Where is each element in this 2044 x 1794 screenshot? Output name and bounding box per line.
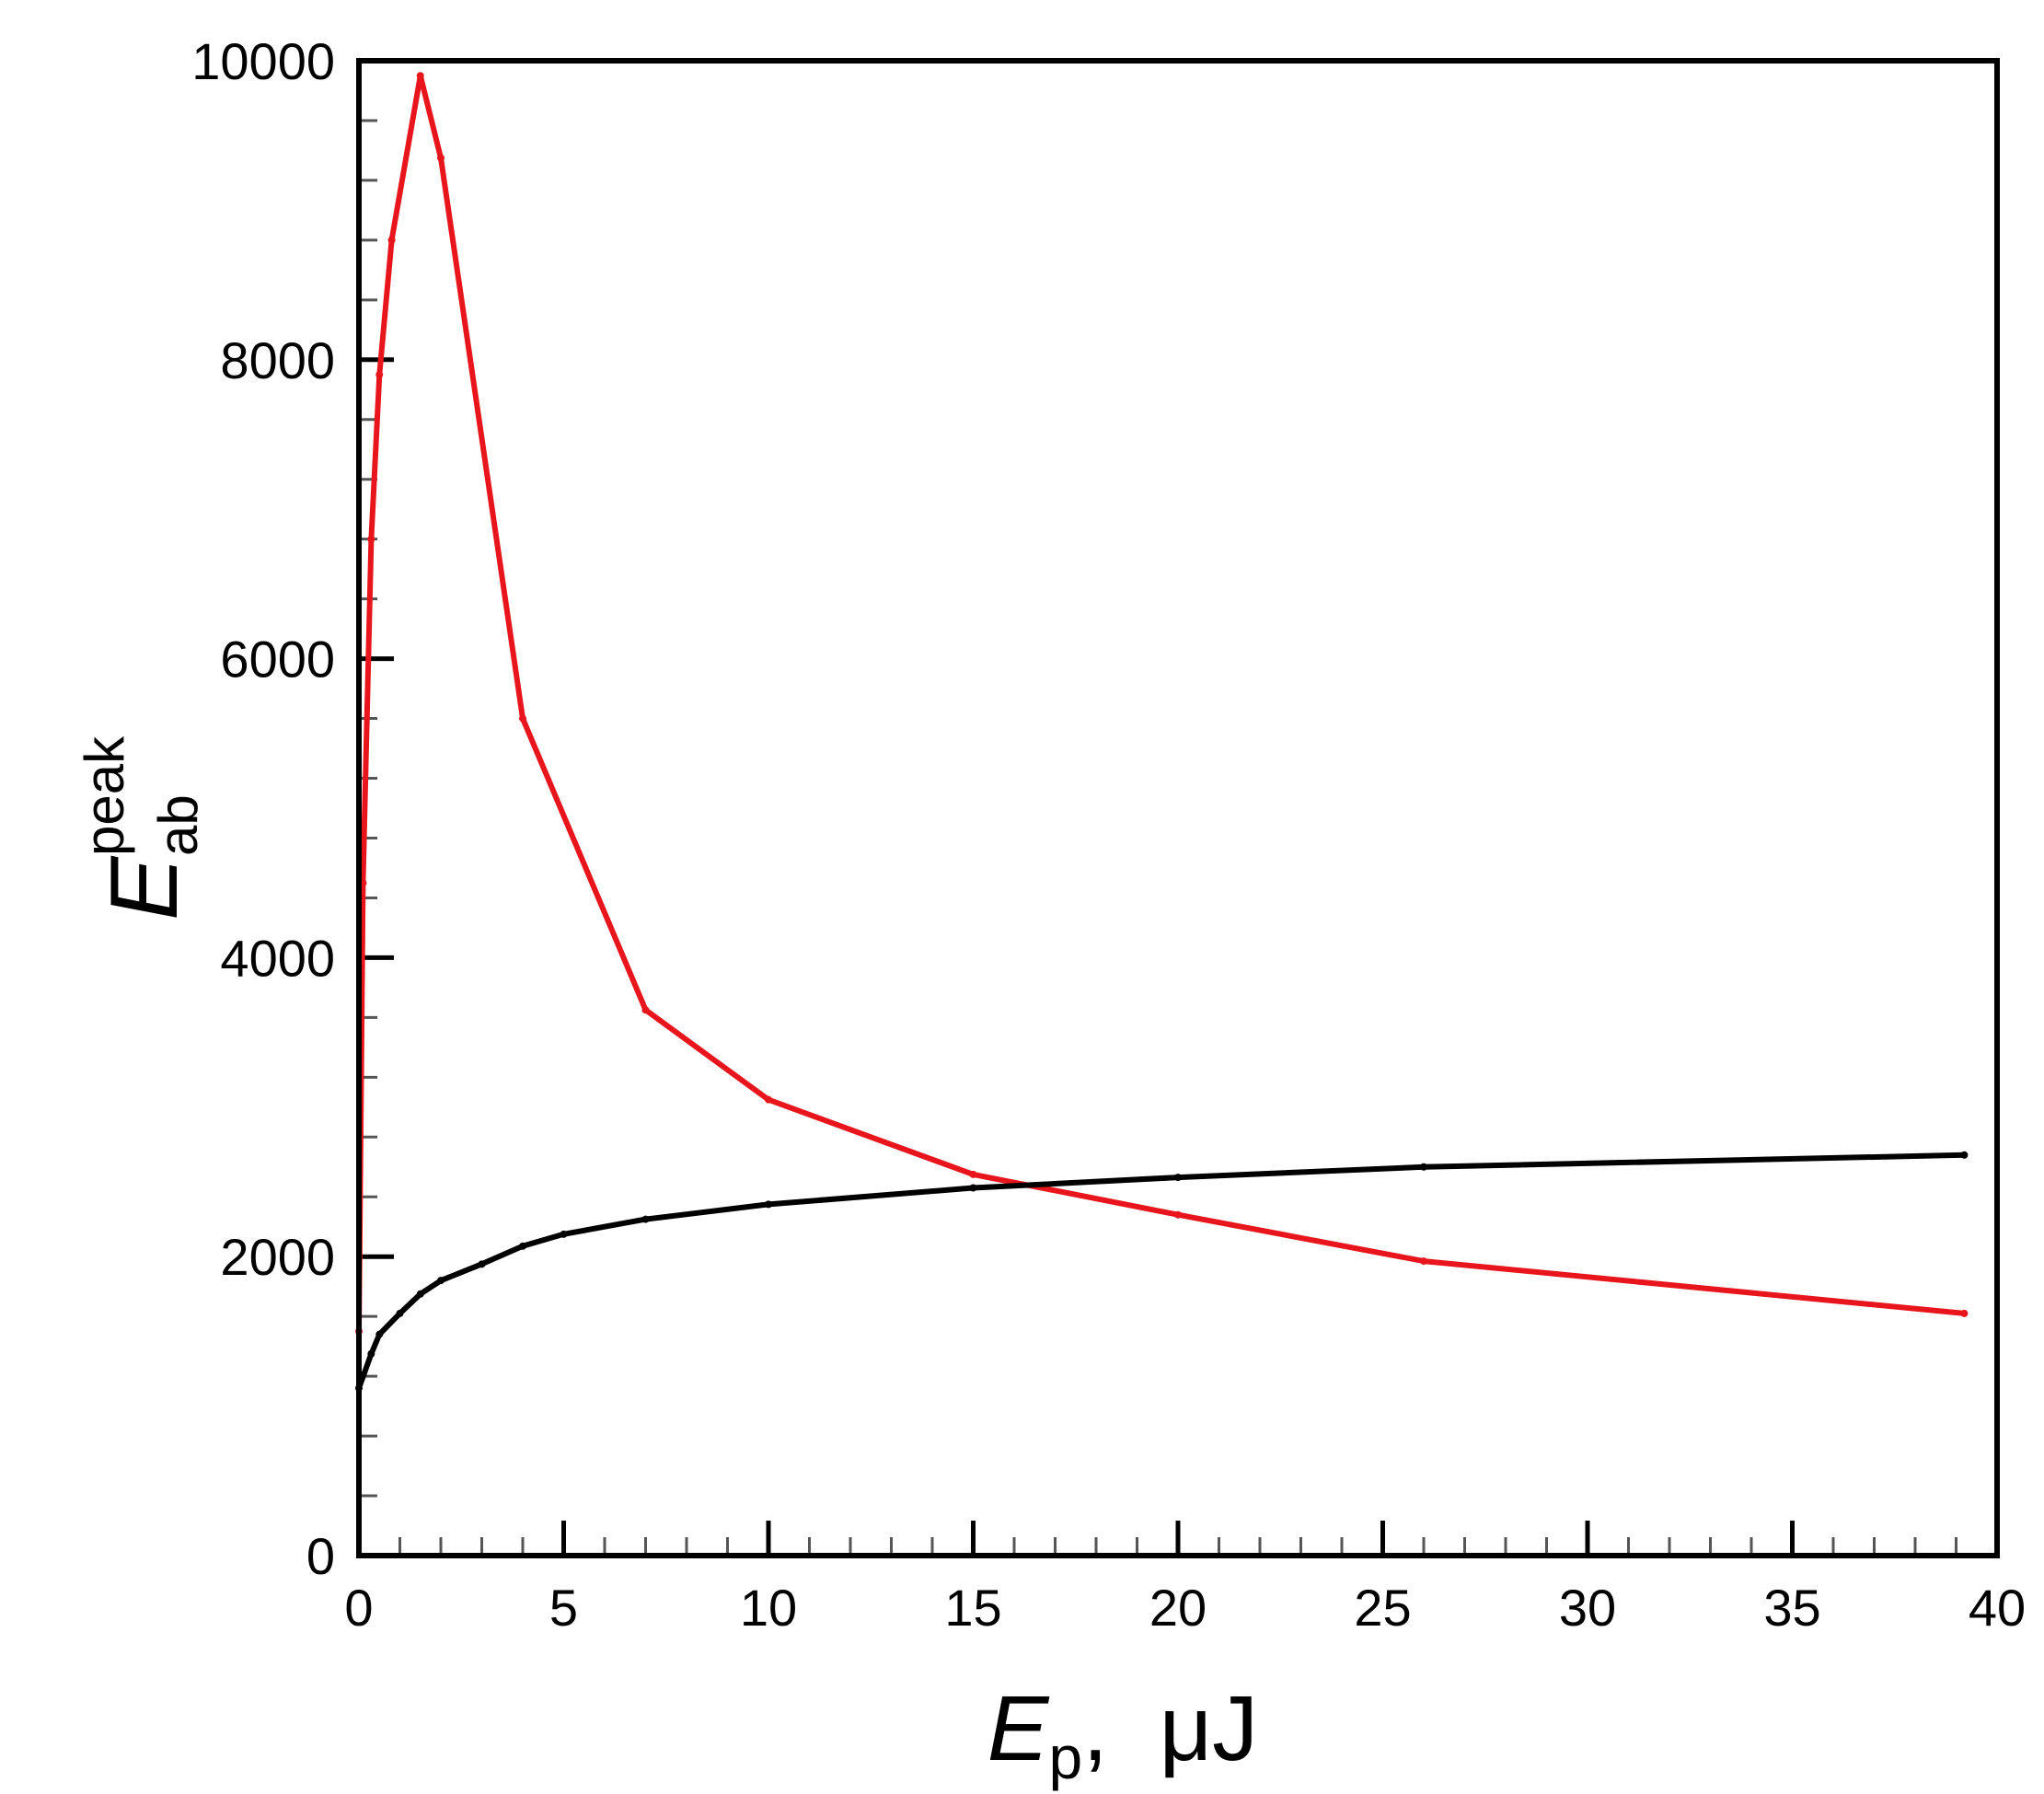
y-axis-title-sup: peak: [74, 735, 135, 856]
series-0-point: [416, 72, 424, 80]
x-tick-label: 0: [344, 1579, 373, 1637]
y-axis-title-main: E: [91, 855, 198, 920]
series-0-point: [969, 1170, 977, 1178]
series-0-point: [375, 371, 384, 379]
series-0-point: [641, 1006, 650, 1014]
y-tick-label: 0: [306, 1527, 335, 1585]
series-1-point: [375, 1330, 384, 1338]
x-tick-labels: 0 5 10 15 20 25 30 35 40: [344, 1579, 2026, 1637]
series-1-point: [367, 1349, 375, 1358]
series-1-point: [1174, 1174, 1182, 1182]
series-1-point: [969, 1184, 977, 1192]
plot-frame: [356, 58, 2000, 1558]
x-tick-label: 10: [740, 1579, 797, 1637]
series-1-point: [416, 1290, 424, 1298]
x-tick-label: 40: [1969, 1579, 2026, 1637]
series-0-point: [1174, 1210, 1182, 1219]
series-0-point: [437, 154, 445, 162]
series-1-point: [765, 1200, 772, 1209]
y-tick-labels: 0 2000 4000 6000 8000 10000: [191, 32, 335, 1585]
x-tick-label: 25: [1354, 1579, 1411, 1637]
series-0-point: [1960, 1309, 1969, 1317]
x-axis-title-sub: p: [1049, 1723, 1083, 1791]
series-1-point: [1420, 1163, 1427, 1171]
axis-ticks: [356, 58, 2000, 1558]
y-tick-label: 10000: [191, 32, 335, 90]
series-1-point: [641, 1215, 650, 1223]
y-tick-label: 6000: [220, 631, 335, 689]
series-1-point: [437, 1277, 445, 1285]
x-tick-label: 35: [1763, 1579, 1820, 1637]
series-1-line: [356, 1152, 1968, 1392]
series-lines: [355, 72, 1969, 1393]
x-axis-title: Ep, μJ: [987, 1677, 1258, 1791]
x-axis-title-main: E: [987, 1677, 1050, 1780]
series-0-point: [387, 236, 396, 244]
x-tick-label: 30: [1559, 1579, 1616, 1637]
y-tick-label: 4000: [220, 929, 335, 987]
y-tick-label: 2000: [220, 1228, 335, 1286]
series-1-point: [1960, 1151, 1969, 1159]
y-tick-label: 8000: [220, 331, 335, 389]
x-tick-label: 15: [944, 1579, 1001, 1637]
series-0-point: [367, 535, 375, 543]
series-1-point: [560, 1230, 568, 1238]
series-1-point: [478, 1260, 486, 1268]
series-1-point: [396, 1309, 404, 1317]
svg-text:E: E: [91, 855, 198, 920]
y-axis-title-sub: ab: [147, 794, 209, 856]
series-0-line: [356, 73, 1968, 1335]
series-0-point: [1420, 1257, 1427, 1266]
y-axis-title: E peak ab: [74, 735, 209, 920]
x-tick-label: 20: [1149, 1579, 1207, 1637]
series-0-point: [519, 714, 526, 723]
series-0-point: [765, 1095, 772, 1104]
x-axis-title-unit: , μJ: [1082, 1677, 1258, 1780]
series-1-point: [519, 1242, 526, 1250]
x-tick-label: 5: [549, 1579, 578, 1637]
